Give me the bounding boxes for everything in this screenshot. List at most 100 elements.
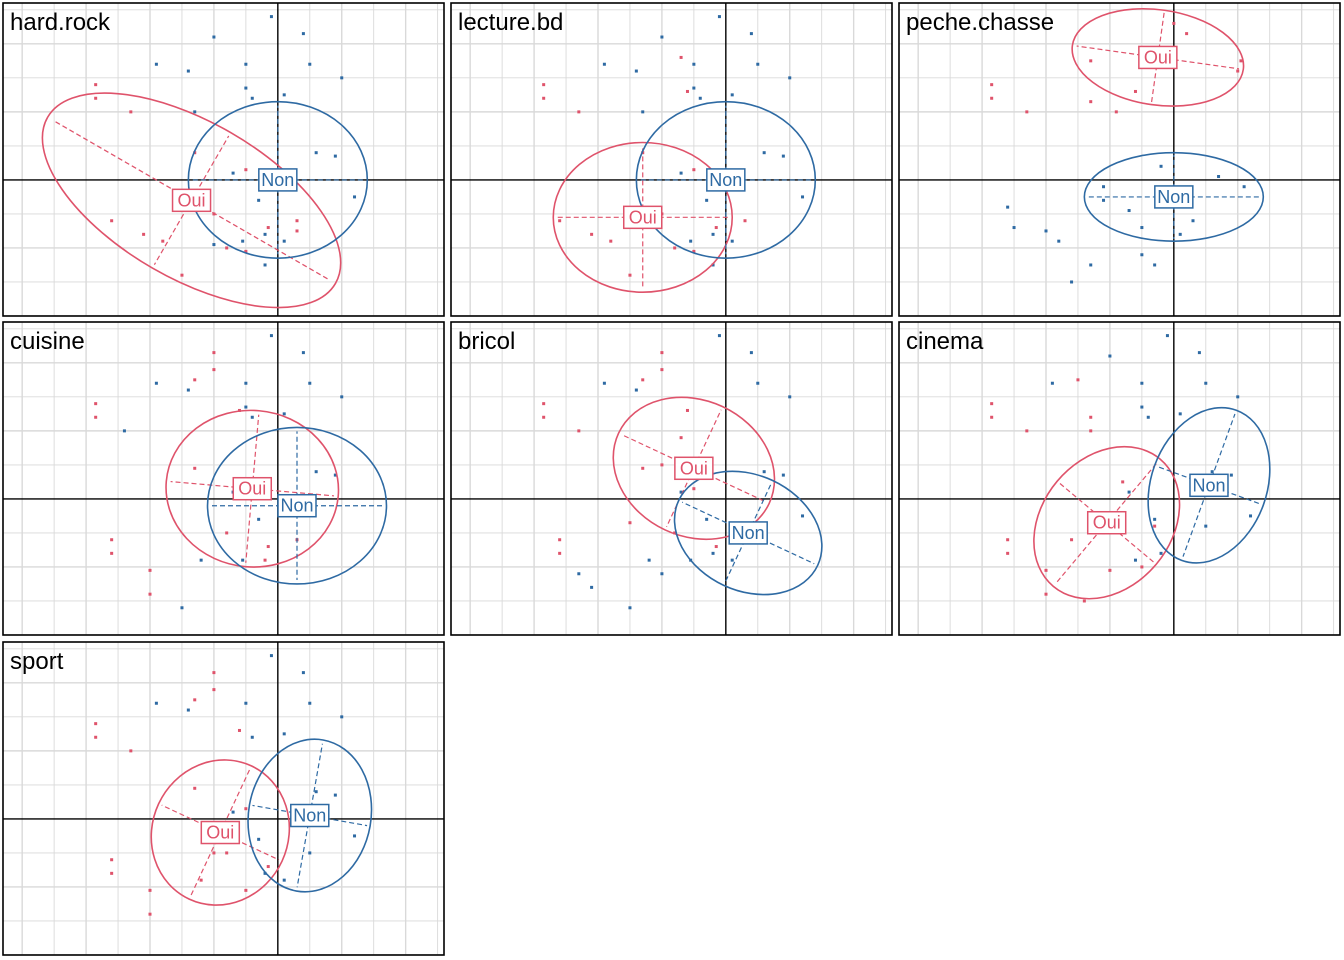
data-point	[542, 83, 546, 87]
data-point	[94, 83, 98, 87]
category-label: Non	[1192, 475, 1225, 495]
data-point	[314, 151, 318, 155]
data-point	[110, 871, 114, 875]
data-point	[749, 351, 753, 355]
data-point	[1197, 351, 1201, 355]
data-point	[1236, 395, 1240, 399]
confidence-ellipse	[552, 141, 734, 293]
data-point	[263, 558, 267, 562]
data-point	[237, 728, 241, 732]
panel-frame	[2, 641, 445, 956]
data-point	[314, 470, 318, 474]
category-label-box	[622, 205, 663, 230]
facet-panel: Oui Non bricol	[450, 321, 893, 636]
data-point	[199, 878, 203, 882]
facet-panel: Oui Non sport	[2, 641, 445, 956]
star-line	[1076, 45, 1158, 59]
confidence-ellipse	[1071, 7, 1245, 107]
data-point	[1089, 263, 1093, 267]
data-point	[602, 62, 606, 66]
data-point	[692, 62, 696, 66]
data-point	[244, 807, 248, 811]
data-point	[244, 405, 248, 409]
data-point	[314, 790, 318, 794]
data-point	[333, 473, 337, 477]
data-point	[1140, 226, 1144, 230]
data-point	[1006, 538, 1010, 542]
star-line	[693, 467, 766, 503]
category-label-box	[706, 168, 746, 192]
confidence-ellipse	[150, 759, 291, 906]
data-point	[180, 606, 184, 610]
data-point	[590, 232, 594, 236]
category-label-box	[200, 820, 241, 845]
star-line	[1208, 413, 1236, 486]
data-point	[1185, 32, 1189, 36]
data-point	[801, 195, 805, 199]
panel-title: peche.chasse	[906, 9, 1054, 36]
data-point	[1140, 253, 1144, 257]
data-point	[698, 96, 702, 100]
data-point	[756, 381, 760, 385]
category-label: Oui	[1144, 47, 1172, 67]
data-point	[558, 551, 562, 555]
data-point	[148, 568, 152, 572]
data-point	[641, 378, 645, 382]
data-point	[282, 732, 286, 736]
confidence-ellipse	[635, 100, 817, 259]
data-point	[193, 466, 197, 470]
data-point	[990, 96, 994, 100]
data-point	[1082, 599, 1086, 603]
data-point	[628, 521, 632, 525]
data-point	[250, 735, 254, 739]
category-label-box	[1154, 185, 1194, 209]
panel-title: bricol	[458, 328, 515, 355]
panel-frame	[450, 2, 893, 317]
data-point	[1127, 209, 1131, 213]
data-point	[705, 198, 709, 202]
data-point	[714, 545, 718, 549]
confidence-ellipse	[206, 426, 388, 585]
data-point	[244, 701, 248, 705]
data-point	[634, 388, 638, 392]
data-point	[1044, 229, 1048, 233]
data-point	[1057, 239, 1061, 243]
confidence-ellipse	[41, 92, 342, 309]
data-point	[1236, 69, 1240, 73]
data-point	[282, 412, 286, 416]
category-label-box	[728, 521, 768, 545]
category-label: Oui	[238, 479, 266, 499]
data-point	[212, 368, 216, 372]
data-point	[1050, 381, 1054, 385]
data-point	[1089, 59, 1093, 63]
data-point	[244, 249, 248, 253]
data-point	[94, 722, 98, 726]
data-point	[679, 436, 683, 440]
panel-background	[3, 642, 444, 955]
category-label: Oui	[206, 823, 234, 843]
data-point	[717, 15, 721, 19]
data-point	[590, 585, 594, 589]
category-label: Oui	[1093, 513, 1121, 533]
category-label-box	[232, 476, 273, 501]
data-point	[558, 219, 562, 223]
confidence-ellipse	[165, 409, 340, 568]
data-point	[212, 212, 216, 216]
data-point	[730, 239, 734, 243]
data-point	[94, 415, 98, 419]
data-point	[148, 592, 152, 596]
data-point	[295, 219, 299, 223]
data-point	[1178, 412, 1182, 416]
data-point	[1133, 558, 1137, 562]
data-point	[333, 793, 337, 797]
category-label: Non	[261, 170, 294, 190]
data-point	[180, 273, 184, 277]
data-point	[186, 69, 190, 73]
data-point	[282, 878, 286, 882]
data-point	[257, 837, 261, 841]
panel-frame	[898, 321, 1341, 636]
data-point	[1153, 524, 1157, 528]
data-point	[673, 246, 677, 250]
data-point	[1012, 226, 1016, 230]
